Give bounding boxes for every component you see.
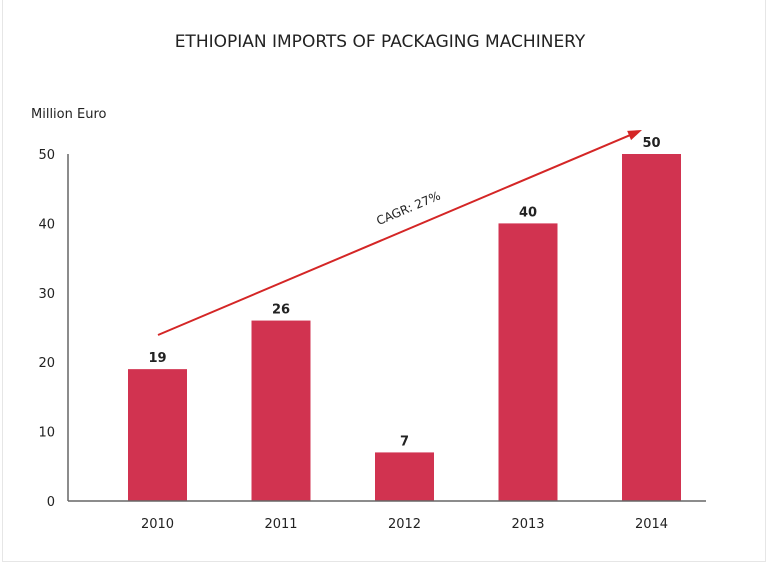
bar-2013 [498,223,558,501]
data-label: 40 [519,205,537,220]
y-tick-label: 20 [38,356,55,371]
y-tick-label: 0 [47,495,55,510]
y-tick-label: 40 [38,217,55,232]
x-tick-label: 2013 [511,517,544,532]
cagr-annotation: CAGR: 27% [374,189,442,228]
cagr-arrowhead-icon [627,130,642,141]
y-tick-label: 30 [38,287,55,302]
y-axis-label: Million Euro [31,107,107,122]
y-tick-label: 10 [38,426,55,441]
y-tick-label: 50 [38,148,55,163]
data-label: 26 [272,303,290,318]
data-label: 19 [148,351,166,366]
bar-2014 [622,154,681,501]
x-tick-label: 2010 [141,517,174,532]
data-label: 7 [400,434,409,449]
x-tick-label: 2011 [264,517,297,532]
chart-title: ETHIOPIAN IMPORTS OF PACKAGING MACHINERY [175,32,586,52]
data-label: 50 [642,136,660,151]
bar-2010 [128,369,187,501]
bar-2012 [375,452,434,501]
cagr-arrow-line [157,132,635,336]
x-tick-label: 2012 [388,517,421,532]
x-tick-label: 2014 [635,517,668,532]
bar-2011 [251,320,311,501]
